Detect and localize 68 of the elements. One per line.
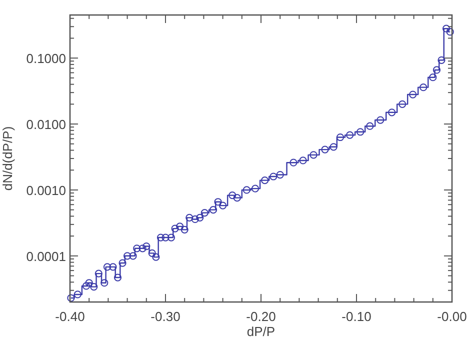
y-tick-label: 0.0010 — [26, 182, 66, 198]
point — [209, 206, 218, 214]
point — [398, 100, 406, 108]
point — [114, 274, 122, 282]
point — [152, 253, 160, 261]
point — [242, 186, 250, 194]
point — [261, 176, 269, 184]
point — [176, 222, 184, 230]
x-tick-label: -0.30 — [150, 309, 180, 324]
point — [191, 215, 199, 224]
point — [200, 209, 208, 217]
point — [156, 234, 165, 242]
point — [251, 184, 260, 192]
point — [196, 214, 204, 222]
point — [90, 283, 98, 291]
point — [299, 156, 307, 164]
point — [233, 194, 241, 202]
point — [142, 242, 150, 250]
point — [270, 172, 278, 180]
x-tick-label: -0.40 — [55, 309, 85, 324]
point — [133, 244, 141, 252]
point — [276, 170, 284, 179]
x-axis-title: dP/P — [246, 324, 276, 339]
y-tick-label: 0.1000 — [26, 51, 66, 66]
point — [94, 270, 102, 278]
point — [219, 202, 227, 210]
point — [85, 279, 93, 287]
point — [438, 56, 446, 64]
point — [442, 24, 450, 32]
point — [148, 249, 156, 257]
point — [310, 151, 318, 159]
x-tick-label: -0.10 — [342, 309, 372, 324]
point — [214, 198, 222, 206]
point — [330, 143, 338, 151]
y-axis-title: dN/d(dP/P) — [0, 126, 15, 191]
point — [429, 74, 437, 82]
point — [336, 133, 344, 142]
point — [167, 234, 176, 242]
point — [138, 244, 146, 252]
point — [74, 290, 82, 298]
point — [228, 192, 236, 200]
point — [129, 252, 137, 260]
point — [376, 116, 384, 124]
point — [186, 214, 194, 222]
point — [118, 259, 126, 267]
point — [109, 263, 117, 271]
point — [388, 108, 396, 116]
point — [290, 158, 298, 166]
point — [446, 28, 454, 36]
x-tick-label: -0.00 — [437, 309, 467, 324]
point — [100, 279, 108, 287]
point — [366, 122, 374, 130]
point — [321, 146, 329, 154]
point — [409, 90, 417, 98]
point — [171, 224, 179, 232]
point — [180, 226, 188, 234]
point — [103, 263, 112, 271]
point — [432, 66, 441, 74]
point — [67, 294, 75, 302]
point — [124, 252, 132, 260]
point — [420, 84, 428, 92]
point — [346, 131, 354, 139]
y-tick-label: 0.0001 — [26, 248, 66, 264]
y-tick-label: 0.0100 — [26, 117, 66, 132]
x-tick-label: -0.20 — [246, 309, 276, 324]
point — [82, 282, 90, 290]
point — [162, 234, 170, 242]
point — [356, 128, 364, 136]
